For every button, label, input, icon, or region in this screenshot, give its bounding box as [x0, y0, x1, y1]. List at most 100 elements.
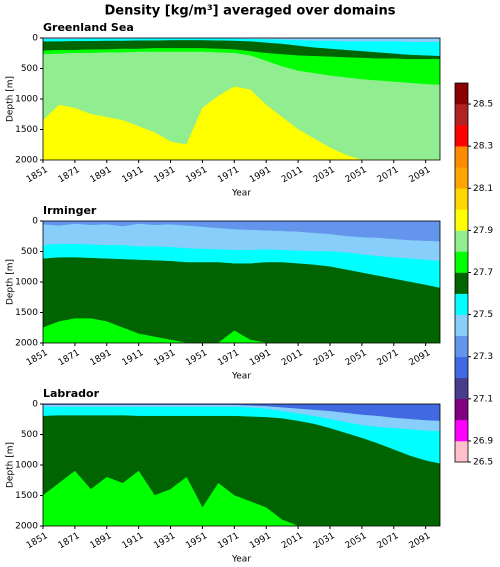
x-tick-label: 1911	[121, 165, 146, 185]
density-layer	[43, 86, 440, 160]
y-tick-label: 0	[32, 400, 38, 410]
colorbar-segment	[455, 314, 468, 336]
panel-title: Greenland Sea	[43, 21, 134, 34]
colorbar-tick-label: 28.5	[473, 100, 493, 110]
x-tick-label: 2051	[344, 531, 369, 551]
panel-title: Irminger	[43, 204, 97, 217]
colorbar-tick-label: 27.7	[473, 268, 493, 278]
y-tick-label: 500	[21, 64, 38, 74]
colorbar-segment	[455, 230, 468, 252]
x-tick-label: 2091	[408, 531, 433, 551]
y-axis-label: Depth [m]	[6, 76, 16, 122]
x-tick-label: 1871	[57, 531, 82, 551]
x-tick-label: 1931	[152, 165, 177, 185]
x-tick-label: 1991	[248, 531, 273, 551]
x-tick-label: 1991	[248, 348, 273, 368]
x-tick-label: 1891	[89, 165, 114, 185]
x-tick-label: 1891	[89, 348, 114, 368]
x-tick-label: 2011	[280, 165, 305, 185]
x-tick-label: 1851	[25, 348, 50, 368]
x-tick-label: 1931	[152, 531, 177, 551]
y-axis-label: Depth [m]	[6, 442, 16, 488]
x-tick-label: 1911	[121, 348, 146, 368]
y-tick-label: 2000	[15, 339, 38, 349]
colorbar-segment	[455, 209, 468, 231]
plot-area	[43, 38, 440, 160]
colorbar-tick-label: 28.3	[473, 142, 493, 152]
x-tick-label: 2031	[312, 531, 337, 551]
x-tick-label: 2071	[376, 348, 401, 368]
figure-title: Density [kg/m³] averaged over domains	[105, 4, 396, 19]
colorbar-segment	[455, 293, 468, 315]
y-tick-label: 2000	[15, 522, 38, 532]
colorbar-segment	[455, 251, 468, 273]
colorbar-tick-label: 27.5	[473, 310, 493, 320]
x-tick-label: 1951	[184, 531, 209, 551]
colorbar-segment	[455, 188, 468, 210]
x-tick-label: 1931	[152, 348, 177, 368]
x-tick-label: 2071	[376, 531, 401, 551]
x-tick-label: 2091	[408, 348, 433, 368]
y-tick-label: 500	[21, 430, 38, 440]
x-tick-label: 2031	[312, 165, 337, 185]
y-tick-label: 1000	[15, 278, 38, 288]
colorbar-segment	[455, 377, 468, 400]
x-tick-label: 1911	[121, 531, 146, 551]
y-tick-label: 1000	[15, 461, 38, 471]
density-layer	[43, 470, 440, 526]
colorbar-segment	[455, 398, 468, 421]
colorbar-segment	[455, 272, 468, 294]
x-tick-label: 1971	[216, 165, 241, 185]
x-tick-label: 1971	[216, 531, 241, 551]
x-tick-label: 2091	[408, 165, 433, 185]
plot-area	[43, 221, 440, 343]
colorbar-tick-label: 26.5	[473, 458, 493, 468]
x-tick-label: 2011	[280, 348, 305, 368]
y-tick-label: 1500	[15, 308, 38, 318]
x-tick-label: 2071	[376, 165, 401, 185]
x-tick-label: 1971	[216, 348, 241, 368]
x-tick-label: 1851	[25, 531, 50, 551]
colorbar-segment	[455, 83, 468, 105]
y-axis-label: Depth [m]	[6, 259, 16, 305]
density-layer	[43, 318, 440, 343]
plot-area	[43, 404, 440, 526]
x-axis-label: Year	[231, 189, 251, 199]
colorbar-segment	[455, 125, 468, 147]
colorbar-segment	[455, 104, 468, 126]
x-tick-label: 1951	[184, 348, 209, 368]
x-tick-label: 2031	[312, 348, 337, 368]
x-tick-label: 1951	[184, 165, 209, 185]
colorbar-segment	[455, 419, 468, 442]
colorbar-segment	[455, 440, 468, 463]
colorbar-tick-label: 27.3	[473, 352, 493, 362]
x-tick-label: 1871	[57, 348, 82, 368]
y-tick-label: 1500	[15, 491, 38, 501]
y-tick-label: 1500	[15, 125, 38, 135]
colorbar-tick-label: 27.9	[473, 226, 493, 236]
colorbar-tick-label: 27.1	[473, 394, 493, 404]
x-tick-label: 2051	[344, 348, 369, 368]
x-tick-label: 2011	[280, 531, 305, 551]
x-tick-label: 1851	[25, 165, 50, 185]
y-tick-label: 0	[32, 217, 38, 227]
y-tick-label: 1000	[15, 95, 38, 105]
x-tick-label: 1891	[89, 531, 114, 551]
colorbar-tick-label: 26.9	[473, 436, 493, 446]
density-layer	[43, 257, 440, 343]
x-tick-label: 1871	[57, 165, 82, 185]
y-tick-label: 0	[32, 34, 38, 44]
colorbar-segment	[455, 146, 468, 168]
x-axis-label: Year	[231, 372, 251, 382]
y-tick-label: 500	[21, 247, 38, 257]
panel-title: Labrador	[43, 387, 100, 400]
colorbar-tick-label: 28.1	[473, 184, 493, 194]
y-tick-label: 2000	[15, 156, 38, 166]
colorbar-segment	[455, 167, 468, 189]
x-tick-label: 1991	[248, 165, 273, 185]
colorbar-segment	[455, 335, 468, 358]
x-tick-label: 2051	[344, 165, 369, 185]
x-axis-label: Year	[231, 555, 251, 565]
